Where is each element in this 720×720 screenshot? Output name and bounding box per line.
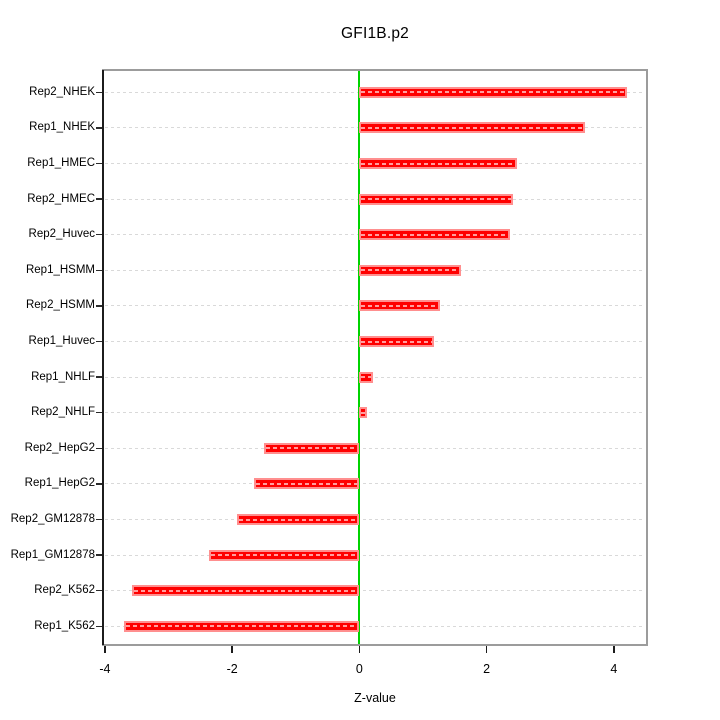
x-axis-tick: [358, 646, 361, 653]
bar-center-dash: [361, 411, 366, 414]
bar: [263, 442, 360, 454]
y-axis-tick: [96, 411, 103, 414]
bar: [359, 122, 586, 134]
x-tick-label: 0: [355, 662, 363, 676]
grid-line: [105, 412, 645, 414]
bar-center-dash: [361, 376, 372, 379]
y-axis-tick: [96, 625, 103, 628]
y-tick-label: Rep1_NHLF: [31, 370, 95, 383]
x-axis-label: Z-value: [354, 691, 396, 705]
y-axis-tick: [96, 162, 103, 165]
grid-line: [105, 554, 645, 556]
y-tick-label: Rep1_Huvec: [28, 335, 95, 347]
bar-center-dash: [361, 340, 432, 343]
bar-center-dash: [125, 625, 358, 628]
y-tick-label: Rep2_HSMM: [25, 299, 95, 312]
y-axis-tick: [96, 91, 103, 94]
bar-center-dash: [133, 589, 358, 592]
y-axis-tick: [96, 233, 103, 236]
bar: [359, 158, 518, 169]
x-tick-label: -4: [99, 662, 111, 676]
grid-line: [105, 376, 645, 378]
x-tick-label: 2: [483, 662, 491, 676]
bar-center-dash: [361, 91, 626, 94]
grid-line: [105, 483, 645, 485]
bar-center-dash: [361, 198, 511, 201]
bar: [254, 478, 360, 490]
x-tick-label: 4: [610, 662, 618, 676]
y-tick-label: Rep2_NHEK: [29, 85, 95, 98]
y-axis-line: [102, 70, 104, 645]
y-tick-label: Rep1_NHEK: [29, 121, 95, 134]
y-tick-label: Rep2_Huvec: [28, 228, 95, 241]
bar: [359, 336, 434, 347]
plot-box-border: [102, 69, 648, 646]
bar: [359, 86, 628, 98]
chart-title: GFI1B.p2: [341, 25, 409, 42]
y-axis-tick: [96, 305, 103, 307]
bar: [236, 514, 360, 525]
bar-center-dash: [361, 304, 438, 307]
bar-center-dash: [210, 554, 358, 557]
bar: [359, 407, 368, 419]
bar-center-dash: [265, 447, 358, 450]
y-tick-label: Rep2_K562: [34, 584, 95, 597]
y-axis-tick: [96, 269, 103, 272]
y-axis-tick: [96, 554, 103, 556]
bar: [208, 549, 360, 561]
y-axis-tick: [96, 127, 103, 129]
x-axis-tick: [231, 646, 233, 653]
bar-center-dash: [238, 518, 358, 521]
y-axis-tick: [96, 518, 103, 521]
bar-center-dash: [361, 233, 508, 236]
y-axis-tick: [96, 483, 103, 485]
bar: [359, 371, 374, 383]
x-tick-label: -2: [226, 662, 238, 676]
grid-line: [105, 519, 645, 520]
y-tick-label: Rep2_GM12878: [10, 513, 95, 525]
bar: [359, 229, 510, 241]
y-tick-label: Rep1_HSMM: [25, 263, 95, 276]
bar: [131, 585, 360, 597]
bar: [359, 300, 440, 312]
zero-reference-line: [358, 71, 361, 644]
y-axis-tick: [96, 340, 103, 343]
bar-center-dash: [256, 482, 358, 485]
bar-center-dash: [361, 126, 584, 129]
x-axis-tick: [104, 646, 106, 653]
y-tick-label: Rep1_HMEC: [27, 157, 95, 169]
y-axis-tick: [96, 376, 103, 378]
y-axis-tick: [96, 589, 103, 592]
y-tick-label: Rep1_K562: [34, 619, 95, 632]
y-tick-label: Rep1_HepG2: [24, 477, 95, 490]
y-tick-label: Rep2_HMEC: [27, 192, 95, 205]
y-tick-label: Rep2_HepG2: [24, 441, 95, 454]
bar: [359, 193, 513, 205]
y-tick-label: Rep1_GM12878: [10, 548, 95, 561]
y-tick-label: Rep2_NHLF: [31, 406, 95, 419]
y-axis-tick: [96, 447, 103, 450]
bar: [359, 264, 461, 276]
grid-line: [105, 625, 645, 627]
bar-center-dash: [361, 162, 516, 165]
bar: [123, 620, 360, 632]
grid-line: [105, 447, 645, 449]
y-axis-tick: [96, 198, 103, 200]
x-axis-tick: [485, 646, 488, 653]
grid-line: [105, 590, 645, 592]
bar-center-dash: [361, 269, 459, 272]
x-axis-tick: [613, 646, 615, 653]
